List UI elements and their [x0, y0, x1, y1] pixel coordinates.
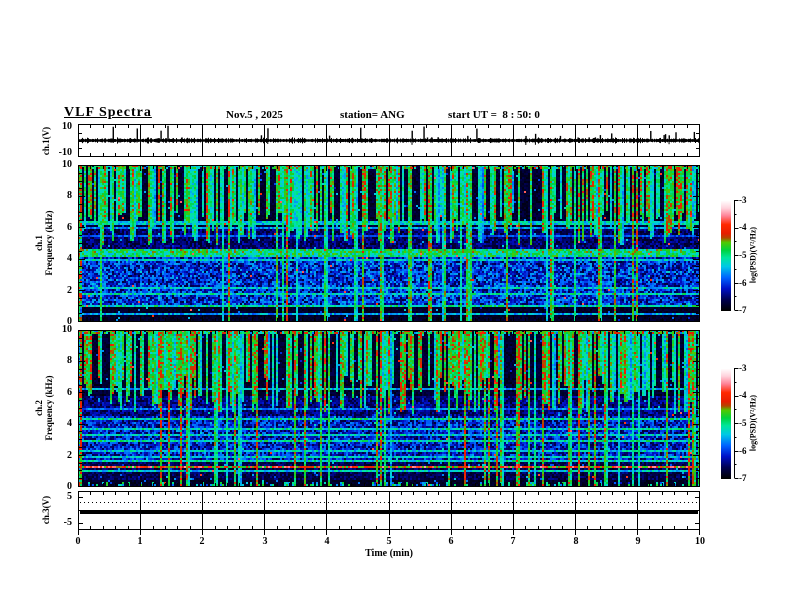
ch1-axis-frequency: Frequency (kHz) — [44, 210, 54, 276]
y-tick-label: 4 — [67, 253, 72, 264]
y-tick-label: 10 — [62, 324, 72, 335]
date-label: Nov.5 , 2025 — [226, 109, 283, 121]
colorbar-tick-label: -4 — [739, 390, 747, 400]
colorbar-tick-label: -6 — [739, 278, 747, 288]
colorbar-tick-label: -7 — [739, 473, 747, 483]
y-tick-label: 0 — [67, 316, 72, 327]
colorbar-tick-label: -7 — [739, 305, 747, 315]
ch1-spectrogram-axis-label: ch.1 Frequency (kHz) — [34, 210, 54, 275]
colorbar-tick-label: -4 — [739, 222, 747, 232]
x-tick-label: 3 — [262, 536, 268, 547]
ch1-spectrogram-panel — [78, 165, 700, 322]
y-tick-label: 2 — [67, 450, 72, 461]
colorbar-2 — [721, 367, 740, 479]
x-tick-label: 6 — [448, 536, 454, 547]
ch1-axis-channel: ch.1 — [34, 235, 44, 251]
y-tick-label: -10 — [58, 147, 72, 158]
ch2-axis-channel: ch.2 — [34, 400, 44, 416]
ch3-voltage-waveform-panel — [78, 491, 700, 537]
x-tick-label: 1 — [137, 536, 143, 547]
ch2-axis-frequency: Frequency (kHz) — [44, 375, 54, 441]
x-tick-label: 2 — [199, 536, 205, 547]
x-tick-label: 0 — [75, 536, 81, 547]
colorbar-2-axis-label: log(PSD)(V²/Hz) — [748, 394, 758, 452]
colorbar-tick-label: -3 — [739, 195, 747, 205]
start-ut-label: start UT = 8 : 50: 0 — [448, 109, 540, 121]
y-tick-label: 10 — [62, 159, 72, 170]
y-tick-label: 10 — [62, 121, 72, 132]
y-tick-label: 4 — [67, 418, 72, 429]
y-tick-label: 8 — [67, 190, 72, 201]
colorbar-1-axis-label: log(PSD)(V²/Hz) — [748, 226, 758, 284]
page-title: VLF Spectra — [64, 105, 152, 120]
x-tick-label: 10 — [695, 536, 705, 547]
ch2-spectrogram-axis-label: ch.2 Frequency (kHz) — [34, 375, 54, 440]
x-tick-label: 5 — [386, 536, 392, 547]
ch2-spectrogram-panel — [78, 330, 700, 487]
y-tick-label: -5 — [63, 517, 72, 528]
colorbar-tick-label: -5 — [739, 250, 747, 260]
x-tick-label: 7 — [510, 536, 516, 547]
y-tick-label: 5 — [67, 491, 72, 502]
colorbar-tick-label: -5 — [739, 418, 747, 428]
station-label: station= ANG — [340, 109, 405, 121]
x-axis-title: Time (min) — [365, 548, 413, 559]
y-tick-label: 6 — [67, 222, 72, 233]
x-tick-label: 8 — [573, 536, 579, 547]
ch1-voltage-waveform-panel — [78, 124, 700, 157]
x-tick-label: 9 — [635, 536, 641, 547]
y-tick-label: 0 — [67, 481, 72, 492]
colorbar-tick-label: -6 — [739, 446, 747, 456]
colorbar-tick-label: -3 — [739, 363, 747, 373]
x-tick-label: 4 — [324, 536, 330, 547]
y-tick-label: 2 — [67, 285, 72, 296]
colorbar-1 — [721, 199, 740, 311]
y-tick-label: 6 — [67, 387, 72, 398]
y-tick-label: 8 — [67, 355, 72, 366]
